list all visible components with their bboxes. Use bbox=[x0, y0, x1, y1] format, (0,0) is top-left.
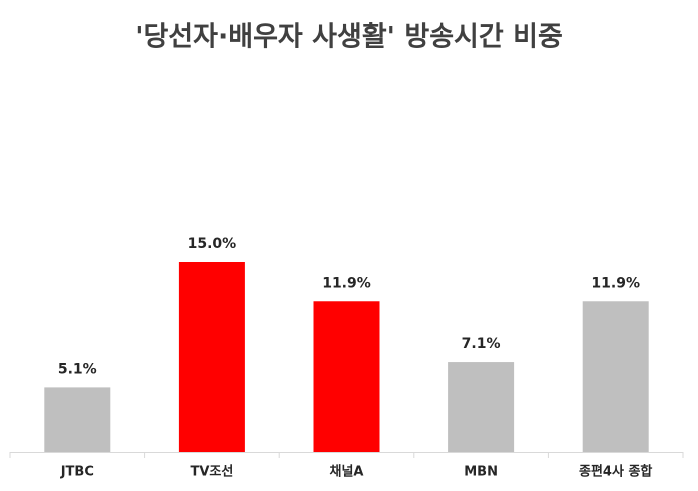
x-tick-label: TV조선 bbox=[190, 464, 233, 480]
x-tick-label: 종편4사 종합 bbox=[579, 464, 652, 480]
value-label: 15.0% bbox=[188, 236, 237, 252]
value-label: 5.1% bbox=[58, 361, 97, 377]
bar bbox=[582, 301, 649, 452]
x-tick-label: MBN bbox=[464, 465, 498, 480]
bar bbox=[448, 362, 515, 452]
x-tick-label: JTBC bbox=[60, 465, 94, 480]
bar bbox=[313, 301, 380, 452]
x-tick-label: 채널A bbox=[330, 464, 364, 480]
chart-title: '당선자·배우자 사생활' 방송시간 비중 bbox=[135, 22, 563, 53]
value-label: 7.1% bbox=[462, 336, 501, 352]
value-label: 11.9% bbox=[591, 275, 640, 291]
bar bbox=[44, 387, 111, 452]
bar bbox=[178, 262, 245, 452]
value-label: 11.9% bbox=[322, 275, 371, 291]
